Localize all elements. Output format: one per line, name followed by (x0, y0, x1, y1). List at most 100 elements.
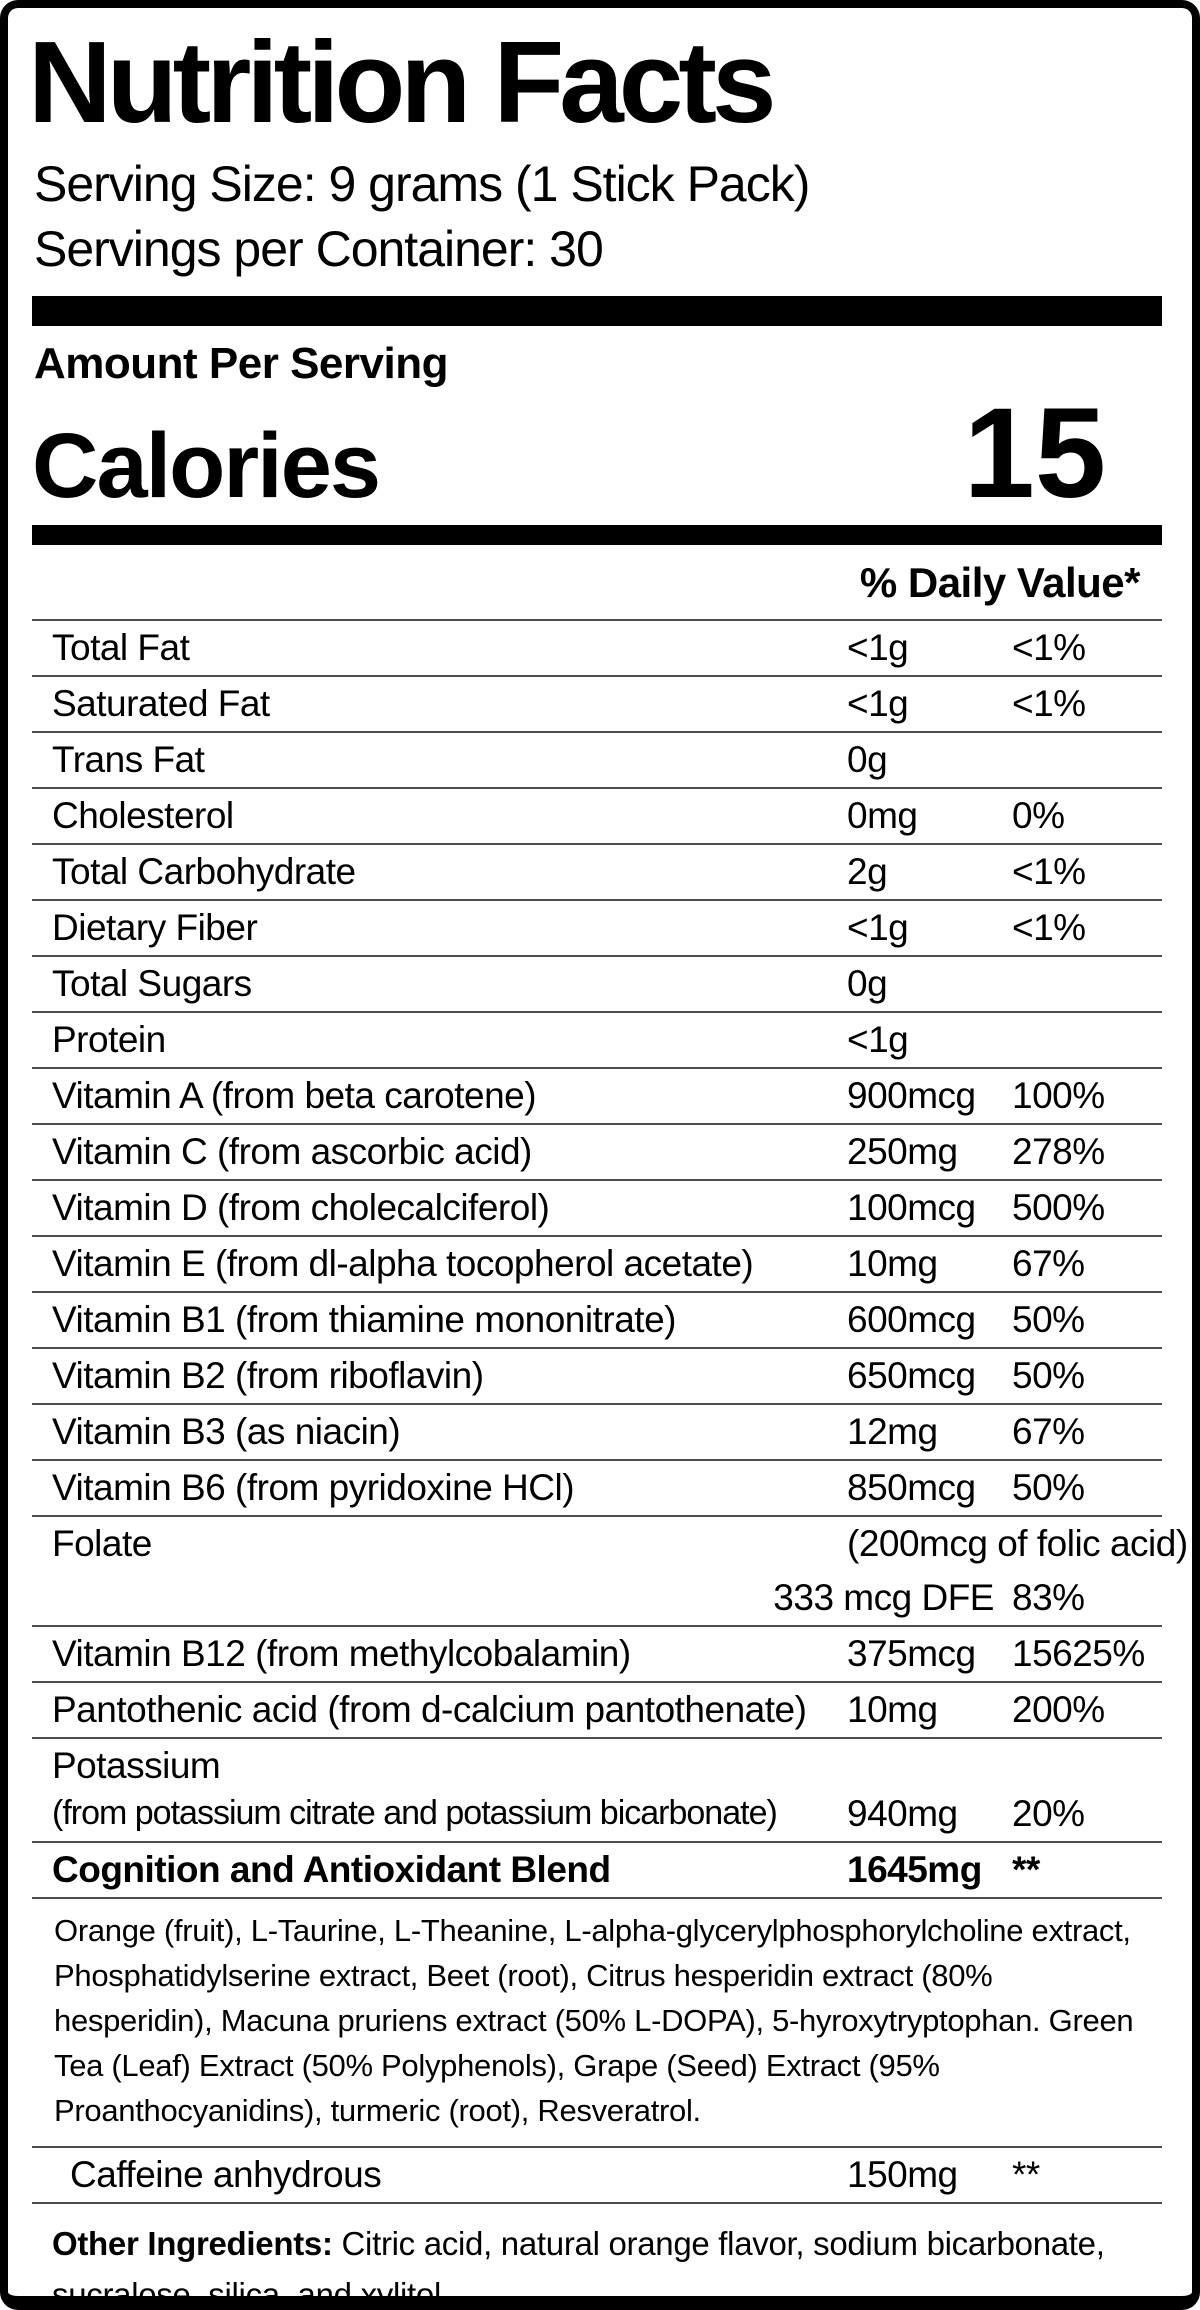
nutrient-amount: 2g (847, 850, 888, 892)
nutrient-row: Vitamin B2 (from riboflavin) 650mcg 50% (32, 1349, 1162, 1405)
nutrient-amount: 0mg (847, 794, 918, 836)
nutrient-daily-value: 500% (1012, 1186, 1105, 1228)
nutrient-daily-value: 67% (1012, 1242, 1085, 1284)
nutrient-row: Vitamin B12 (from methylcobalamin) 375mcg… (32, 1627, 1162, 1683)
nutrient-row-line: Vitamin D (from cholecalciferol) 100mcg 50… (32, 1181, 1162, 1235)
nutrient-row-line: (from potassium citrate and potassium bi… (32, 1787, 1162, 1841)
nutrient-name: Vitamin C (from ascorbic acid) (52, 1130, 532, 1172)
blend-description: Orange (fruit), L-Taurine, L-Theanine, L… (32, 1899, 1162, 2148)
nutrient-row: Total Fat <1g <1% (32, 621, 1162, 677)
nutrient-daily-value: <1% (1012, 626, 1086, 668)
nutrient-name: Vitamin A (from beta carotene) (52, 1074, 537, 1116)
nutrient-row-line: Caffeine anhydrous 150mg ** (32, 2148, 1162, 2202)
nutrient-row: Vitamin E (from dl-alpha tocopherol acet… (32, 1237, 1162, 1293)
nutrient-row-line: 333 mcg DFE 83% (32, 1571, 1162, 1625)
nutrient-row: Pantothenic acid (from d-calcium pantoth… (32, 1683, 1162, 1739)
nutrient-name: Caffeine anhydrous (70, 2153, 382, 2195)
nutrient-row: Total Carbohydrate 2g <1% (32, 845, 1162, 901)
nutrient-row-line: Vitamin E (from dl-alpha tocopherol acet… (32, 1237, 1162, 1291)
nutrient-row-line: Saturated Fat <1g <1% (32, 677, 1162, 731)
nutrient-row: Caffeine anhydrous 150mg ** (32, 2148, 1162, 2204)
nutrient-name: Protein (52, 1018, 166, 1060)
nutrient-row-line: Cognition and Antioxidant Blend 1645mg ** (32, 1843, 1162, 1897)
nutrient-row: Folate (200mcg of folic acid) 333 mcg DFE 8… (32, 1517, 1188, 1627)
nutrient-name: Dietary Fiber (52, 906, 258, 948)
nutrient-table: Total Fat <1g <1% Saturated Fat <1g <1% Trans … (32, 621, 1188, 1899)
nutrient-name: Total Fat (52, 626, 190, 668)
nutrient-daily-value: 278% (1012, 1130, 1105, 1172)
nutrient-daily-value: 200% (1012, 1688, 1105, 1730)
daily-value-header: % Daily Value* (32, 545, 1162, 621)
nutrient-row-line: Vitamin C (from ascorbic acid) 250mg 278% (32, 1125, 1162, 1179)
nutrient-name: Pantothenic acid (from d-calcium pantoth… (52, 1688, 807, 1730)
nutrient-amount: 12mg (847, 1410, 938, 1452)
nutrient-row-line: Total Sugars 0g (32, 957, 1162, 1011)
nutrient-daily-value: <1% (1012, 850, 1086, 892)
nutrient-name: Total Sugars (52, 962, 252, 1004)
nutrient-row-line: Vitamin B6 (from pyridoxine HCl) 850mcg 50… (32, 1461, 1162, 1515)
servings-per-container-text: Servings per Container: 30 (34, 221, 604, 277)
nutrient-amount: 940mg (847, 1792, 958, 1834)
calories-label: Calories (32, 414, 381, 517)
nutrient-amount: 10mg (847, 1242, 938, 1284)
nutrient-row-line: Cholesterol 0mg 0% (32, 789, 1162, 843)
nutrient-row: Vitamin B1 (from thiamine mononitrate) 60… (32, 1293, 1162, 1349)
other-ingredients-text: Citric acid, natural orange flavor, sodi… (52, 2224, 1105, 2310)
nutrient-name: Cholesterol (52, 794, 234, 836)
nutrient-name: Cognition and Antioxidant Blend (52, 1848, 611, 1890)
nutrient-row-line: Total Carbohydrate 2g <1% (32, 845, 1162, 899)
nutrient-name: Vitamin B6 (from pyridoxine HCl) (52, 1466, 575, 1508)
nutrient-row: Trans Fat 0g (32, 733, 1162, 789)
nutrient-row: Vitamin D (from cholecalciferol) 100mcg 50… (32, 1181, 1162, 1237)
nutrient-amount: 250mg (847, 1130, 958, 1172)
caffeine-section: Caffeine anhydrous 150mg ** (32, 2148, 1162, 2204)
nutrient-row-line: Vitamin A (from beta carotene) 900mcg 100% (32, 1069, 1162, 1123)
nutrient-row: Potassium (from potassium citrate and pot… (32, 1739, 1162, 1843)
nutrient-row-line: Trans Fat 0g (32, 733, 1162, 787)
nutrient-daily-value: ** (1012, 1848, 1040, 1890)
nutrient-amount: 1645mg (847, 1848, 982, 1890)
nutrient-amount: 600mcg (847, 1298, 976, 1340)
other-ingredients: Other Ingredients: Citric acid, natural … (32, 2204, 1162, 2310)
nutrient-amount: 375mcg (847, 1632, 976, 1674)
nutrient-row-line: Vitamin B1 (from thiamine mononitrate) 60… (32, 1293, 1162, 1347)
nutrient-name: Potassium (52, 1744, 221, 1786)
nutrient-amount: 0g (847, 738, 888, 780)
nutrient-amount: 100mcg (847, 1186, 976, 1228)
nutrient-amount: 650mcg (847, 1354, 976, 1396)
nutrient-row: Cholesterol 0mg 0% (32, 789, 1162, 845)
nutrient-row-line: Total Fat <1g <1% (32, 621, 1162, 675)
calories-row: Calories 15 (32, 381, 1162, 525)
nutrient-row-line: Folate (200mcg of folic acid) (32, 1517, 1188, 1571)
nutrient-name: Vitamin D (from cholecalciferol) (52, 1186, 550, 1228)
section-divider-bar-top (32, 296, 1162, 326)
nutrient-amount: 10mg (847, 1688, 938, 1730)
nutrient-row: Cognition and Antioxidant Blend 1645mg ** (32, 1843, 1162, 1899)
nutrient-amount: <1g (847, 906, 909, 948)
nutrient-row: Vitamin B6 (from pyridoxine HCl) 850mcg 50… (32, 1461, 1162, 1517)
nutrient-name: Vitamin B3 (as niacin) (52, 1410, 401, 1452)
calories-value: 15 (963, 381, 1106, 525)
nutrient-source-note: (from potassium citrate and potassium bi… (52, 1794, 778, 1833)
nutrient-name: Folate (52, 1522, 152, 1564)
nutrient-row-line: Vitamin B3 (as niacin) 12mg 67% (32, 1405, 1162, 1459)
nutrient-row-line: Vitamin B2 (from riboflavin) 650mcg 50% (32, 1349, 1162, 1403)
serving-size-text: Serving Size: 9 grams (1 Stick Pack) (34, 156, 810, 212)
nutrient-amount: <1g (847, 682, 909, 724)
nutrient-daily-value: 50% (1012, 1354, 1085, 1396)
nutrient-name: Total Carbohydrate (52, 850, 356, 892)
nutrient-name: Vitamin B1 (from thiamine mononitrate) (52, 1298, 676, 1340)
nutrient-name: Vitamin E (from dl-alpha tocopherol acet… (52, 1242, 754, 1284)
nutrient-daily-value: <1% (1012, 682, 1086, 724)
nutrient-row-line: Potassium (32, 1739, 1162, 1787)
nutrient-row: Saturated Fat <1g <1% (32, 677, 1162, 733)
nutrient-name: Vitamin B2 (from riboflavin) (52, 1354, 484, 1396)
page-title: Nutrition Facts (28, 17, 776, 147)
nutrient-name: Trans Fat (52, 738, 205, 780)
nutrient-daily-value: 50% (1012, 1466, 1085, 1508)
nutrient-row: Total Sugars 0g (32, 957, 1162, 1013)
nutrient-row: Protein <1g (32, 1013, 1162, 1069)
nutrient-daily-value: 67% (1012, 1410, 1085, 1452)
nutrient-row-line: Dietary Fiber <1g <1% (32, 901, 1162, 955)
